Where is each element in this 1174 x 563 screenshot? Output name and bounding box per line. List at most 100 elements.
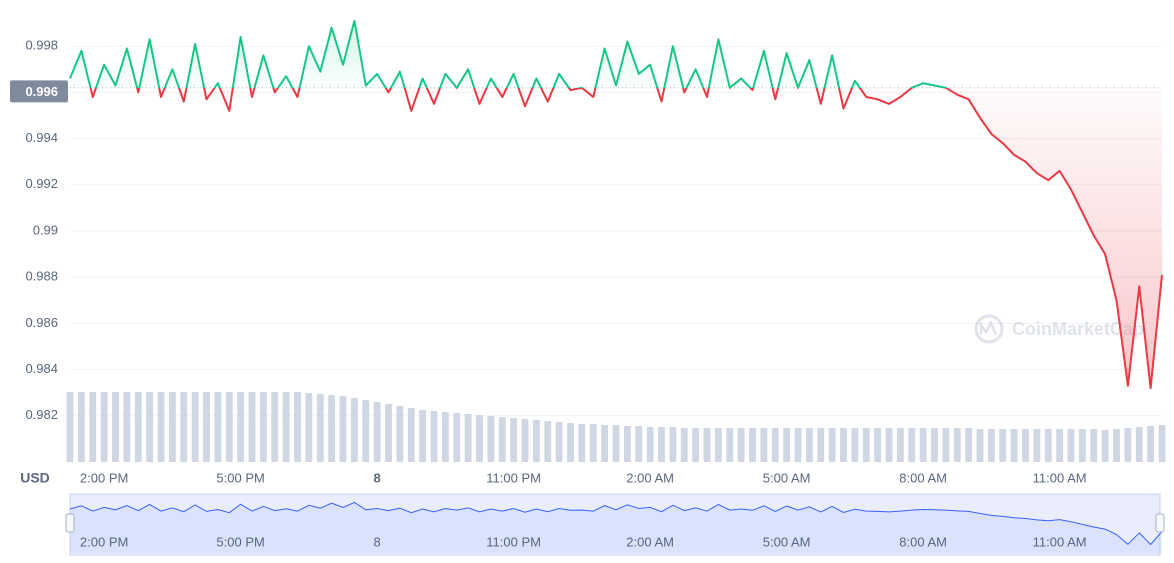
volume-bar xyxy=(771,428,779,462)
volume-bar xyxy=(589,424,597,462)
navigator-tick-label: 5:00 PM xyxy=(216,534,264,549)
volume-bar xyxy=(999,429,1007,462)
volume-bar xyxy=(373,402,381,462)
x-tick-label: 11:00 AM xyxy=(1033,470,1087,485)
volume-bar xyxy=(828,428,836,462)
volume-bar xyxy=(339,396,347,462)
volume-bar xyxy=(430,411,438,462)
x-tick-label: 5:00 PM xyxy=(216,470,264,485)
navigator-tick-label: 11:00 AM xyxy=(1033,534,1087,549)
volume-bar xyxy=(567,423,574,462)
volume-bar xyxy=(896,428,904,462)
volume-bar xyxy=(601,425,609,462)
volume-bar xyxy=(248,392,256,462)
x-tick-label: 8:00 AM xyxy=(899,470,947,485)
volume-bar xyxy=(134,392,142,462)
navigator-area xyxy=(70,502,1162,553)
volume-bar xyxy=(203,392,210,462)
volume-bar xyxy=(464,414,472,462)
volume-bar xyxy=(908,428,916,462)
volume-bar xyxy=(1033,429,1041,462)
volume-bar xyxy=(225,392,233,462)
x-tick-label: 2:00 PM xyxy=(80,470,128,485)
volume-bar xyxy=(976,429,984,462)
navigator-tick-label: 11:00 PM xyxy=(486,534,541,549)
navigator-tick-label: 2:00 AM xyxy=(626,534,674,549)
volume-bar xyxy=(89,392,97,462)
navigator-tick-label: 8:00 AM xyxy=(899,534,947,549)
y-tick-label: 0.994 xyxy=(25,130,58,145)
y-tick-label: 0.982 xyxy=(25,407,58,422)
x-tick-label: 2:00 AM xyxy=(626,470,674,485)
volume-bar xyxy=(362,400,370,462)
volume-bar xyxy=(453,413,461,462)
navigator-tick-label: 5:00 AM xyxy=(763,534,811,549)
volume-bar xyxy=(328,395,336,462)
volume-bar xyxy=(385,404,392,462)
volume-bar xyxy=(1078,429,1086,462)
volume-bar xyxy=(885,428,893,462)
volume-bar xyxy=(498,417,506,462)
volume-bar xyxy=(146,392,154,462)
watermark-text: CoinMarketCap xyxy=(1012,319,1144,339)
volume-bar xyxy=(646,427,654,462)
volume-bar xyxy=(282,392,290,462)
volume-bar xyxy=(1101,430,1109,462)
volume-bar xyxy=(1067,429,1075,462)
volume-bar xyxy=(726,428,734,462)
volume-bar xyxy=(612,425,620,462)
volume-bar xyxy=(1010,429,1018,462)
volume-bar xyxy=(350,398,358,462)
volume-bar xyxy=(658,427,665,462)
navigator-tick-label: 2:00 PM xyxy=(80,534,128,549)
navigator-handle[interactable] xyxy=(1155,513,1165,533)
y-tick-label: 0.988 xyxy=(25,269,58,284)
volume-bar xyxy=(862,428,870,462)
volume-bar xyxy=(123,392,131,462)
y-tick-label: 0.992 xyxy=(25,176,58,191)
volume-bar xyxy=(259,392,267,462)
volume-bar xyxy=(987,429,995,462)
volume-bar xyxy=(214,392,222,462)
volume-bar xyxy=(840,428,847,462)
volume-bar xyxy=(635,426,643,462)
volume-bar xyxy=(555,422,563,462)
volume-bar xyxy=(805,428,813,462)
volume-bar xyxy=(1022,429,1029,462)
volume-bar xyxy=(817,428,825,462)
volume-bar xyxy=(965,428,973,462)
volume-bar xyxy=(168,392,176,462)
volume-bar xyxy=(692,428,700,462)
volume-bar xyxy=(783,428,791,462)
volume-bar xyxy=(66,392,74,462)
volume-bar xyxy=(419,410,427,462)
price-line xyxy=(69,19,1163,390)
navigator-line xyxy=(69,501,1163,546)
y-tick-label: 0.996 xyxy=(25,84,58,99)
volume-bar xyxy=(669,427,677,462)
volume-bar xyxy=(1056,429,1064,462)
volume-bar xyxy=(532,420,540,462)
volume-bar xyxy=(294,392,301,462)
navigator-handle[interactable] xyxy=(65,513,75,533)
volume-bar xyxy=(77,392,85,462)
x-tick-label: 5:00 AM xyxy=(763,470,811,485)
volume-bar xyxy=(737,428,745,462)
volume-bar xyxy=(100,392,108,462)
navigator-frame xyxy=(69,493,1161,556)
x-tick-label: 11:00 PM xyxy=(486,470,541,485)
volume-bar xyxy=(407,408,415,462)
volume-bar xyxy=(316,394,324,462)
volume-bar xyxy=(305,393,313,462)
volume-bar xyxy=(953,428,961,462)
volume-bar xyxy=(521,419,529,462)
y-tick-highlight xyxy=(10,80,68,103)
volume-bar xyxy=(1147,426,1155,462)
y-tick-label: 0.998 xyxy=(25,38,58,53)
volume-bar xyxy=(703,428,711,462)
volume-bar xyxy=(180,392,188,462)
volume-bar xyxy=(157,392,165,462)
volume-bar xyxy=(476,415,483,462)
